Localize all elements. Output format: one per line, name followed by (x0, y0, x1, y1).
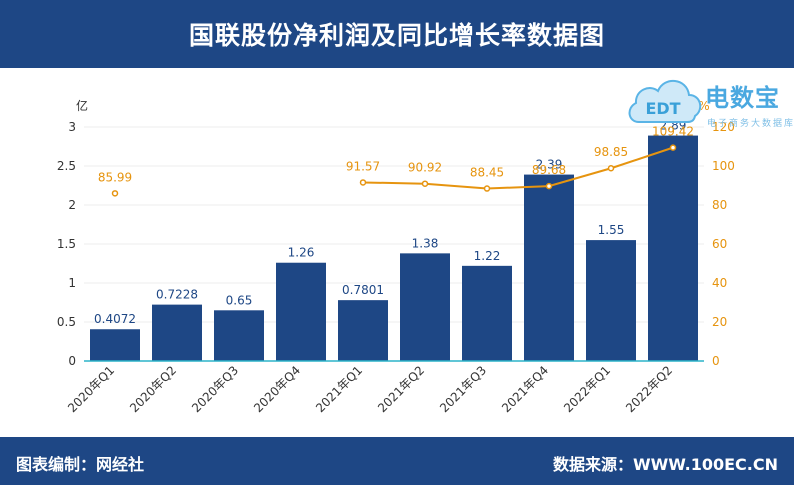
y-left-unit: 亿 (76, 98, 88, 113)
x-tick-label: 2021年Q1 (313, 363, 365, 415)
bar (400, 253, 450, 361)
x-tick-label: 2022年Q2 (623, 363, 675, 415)
line-value-label: 91.57 (346, 159, 380, 173)
line-value-label: 90.92 (408, 161, 442, 175)
footer-bar: 图表编制：网经社 数据来源：WWW.100EC.CN (0, 437, 794, 485)
bar (338, 300, 388, 361)
line-point (545, 182, 553, 190)
bar-value-label: 2.39 (536, 158, 563, 172)
logo-icon-text: EDT (645, 99, 680, 118)
bar (90, 329, 140, 361)
bar-value-label: 0.7228 (156, 288, 198, 302)
line-point (483, 185, 491, 192)
y-right-tick-label: 120 (712, 120, 735, 134)
bar (648, 135, 698, 361)
line-value-label: 89.68 (532, 163, 566, 177)
logo-subtitle: 电子商务大数据库 (707, 119, 794, 129)
bar-value-label: 0.7801 (342, 283, 384, 297)
bar-value-label: 1.26 (288, 246, 315, 260)
line-value-label: 85.99 (98, 170, 132, 184)
x-tick-label: 2020年Q2 (127, 363, 179, 415)
y-left-tick-label: 2.5 (57, 159, 76, 173)
bar (276, 262, 326, 361)
y-right-tick-label: 20 (712, 315, 727, 329)
line-value-label: 98.85 (594, 145, 628, 159)
y-right-tick-label: 40 (712, 276, 727, 290)
line-value-label: 88.45 (470, 166, 504, 180)
chart: 0 0.5 1 1.5 2 2.5 3 0 20 40 60 80 100 120 亿 % 0.4072 0.72… (57, 98, 735, 415)
line-point (607, 164, 615, 172)
y-right-tick-label: 0 (712, 354, 720, 368)
x-tick-label: 2021年Q3 (437, 363, 489, 415)
data-source: 数据来源：WWW.100EC.CN (552, 455, 778, 474)
line-value-label: 109.42 (652, 125, 694, 139)
y-left-tick-label: 3 (68, 120, 76, 134)
bar (152, 304, 202, 361)
x-tick-label: 2021年Q2 (375, 363, 427, 415)
y-right-unit: % (698, 99, 709, 113)
bar-value-label: 1.55 (598, 223, 625, 237)
x-tick-label: 2022年Q1 (561, 363, 613, 415)
growth-line (362, 146, 674, 190)
y-right-tick-label: 100 (712, 159, 735, 173)
line-point (359, 179, 367, 186)
x-tick-label: 2020年Q1 (65, 363, 117, 415)
line-point (111, 190, 119, 197)
bar-value-label: 0.65 (226, 293, 253, 307)
x-tick-label: 2021年Q4 (499, 363, 551, 415)
y-right-tick-label: 60 (712, 237, 727, 251)
chart-editor: 图表编制：网经社 (16, 455, 145, 474)
bar (214, 310, 264, 361)
y-left-tick-label: 0 (68, 354, 76, 368)
bar-value-label: 1.38 (412, 236, 439, 250)
bar-value-label: 1.22 (474, 249, 501, 263)
line-point (421, 180, 429, 187)
y-left-tick-label: 1.5 (57, 237, 76, 251)
logo: EDT 电数宝 电子商务大数据库 (625, 70, 794, 140)
y-left-tick-label: 1 (68, 276, 76, 290)
y-left-tick-label: 0.5 (57, 315, 76, 329)
x-tick-label: 2020年Q4 (251, 363, 303, 415)
bar (524, 174, 574, 361)
y-left-tick-label: 2 (68, 198, 76, 212)
line-point (669, 144, 677, 151)
logo-name: 电数宝 (705, 84, 780, 112)
bar-value-label: 0.4072 (94, 312, 136, 326)
bar (586, 240, 636, 361)
y-right-tick-label: 80 (712, 198, 727, 212)
cloud-edt-icon: EDT (628, 80, 702, 123)
chart-title-bar: 国联股份净利润及同比增长率数据图 (0, 0, 794, 68)
chart-title: 国联股份净利润及同比增长率数据图 (188, 21, 605, 50)
x-tick-label: 2020年Q3 (189, 363, 241, 415)
bar (462, 265, 512, 361)
